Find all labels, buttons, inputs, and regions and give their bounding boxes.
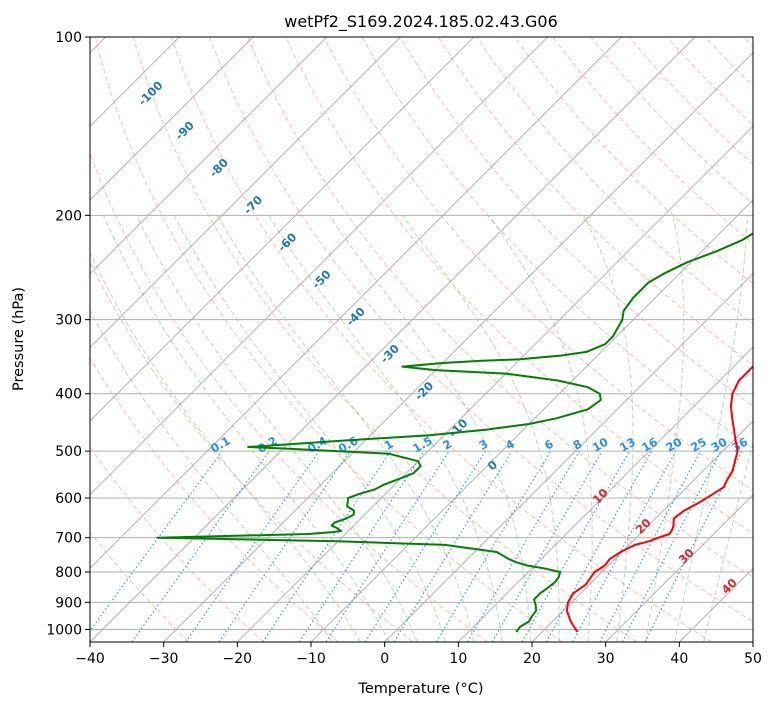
y-tick-label: 400	[55, 387, 82, 403]
isotherm-line	[531, 420, 753, 642]
y-tick-label: 1000	[46, 622, 82, 638]
isotherm-line	[90, 37, 475, 422]
mixing-ratio-line	[521, 450, 631, 642]
isotherm-line	[90, 37, 401, 349]
x-tick-label: −10	[296, 651, 326, 667]
mixing-ratio-line	[185, 450, 320, 642]
background-lines	[90, 37, 753, 642]
moist-adiabat-line	[102, 215, 390, 642]
dry-adiabat-line	[171, 37, 712, 642]
x-tick-label: −40	[75, 651, 105, 667]
moist-adiabat-line	[90, 251, 362, 642]
chart-title: wetPf2_S169.2024.185.02.43.G06	[284, 12, 558, 32]
dry-adiabat-line	[437, 37, 753, 366]
dry-adiabat-line	[361, 37, 753, 449]
dry-adiabat-line	[476, 37, 753, 325]
moist-adiabat-line	[401, 215, 560, 642]
dry-adiabat-line	[209, 37, 753, 623]
dry-adiabat-line	[90, 356, 339, 642]
axis-ticks: −40 −30 −20 −10 0 10 20 30 40 50 100 200 300 400 500 60…	[46, 30, 762, 667]
mixing-ratio-line	[545, 450, 653, 642]
mixing-ratio-line	[393, 450, 513, 642]
mixing-ratio-line	[644, 450, 743, 642]
mixing-ratio-line	[572, 450, 677, 642]
mixing-ratio-line	[298, 450, 425, 642]
isotherm-line	[90, 37, 549, 496]
y-tick-label: 900	[55, 595, 82, 611]
dry-adiabat-line	[552, 37, 753, 245]
x-tick-label: −20	[223, 651, 253, 667]
y-tick-label: 300	[55, 313, 82, 329]
isotherm-line	[90, 37, 328, 275]
y-tick-label: 600	[55, 491, 82, 507]
dewpoint-profile	[156, 232, 753, 633]
moist-adiabat-line	[582, 215, 634, 642]
temperature-profile	[565, 365, 753, 633]
moist-adiabat-line	[173, 215, 447, 642]
mixing-ratio-line	[218, 450, 351, 642]
mixing-ratio-label: 16	[639, 435, 660, 455]
x-tick-label: 10	[449, 651, 467, 667]
mixing-ratio-line	[131, 450, 270, 642]
mixing-ratio-label: 20	[663, 435, 684, 455]
moist-adiabat-line	[136, 215, 418, 642]
x-tick-label: 0	[380, 651, 389, 667]
isotherm-line	[90, 37, 696, 642]
dry-adiabat-line	[399, 37, 753, 407]
y-tick-label: 500	[55, 444, 82, 460]
y-tick-label: 100	[55, 30, 82, 46]
isotherm-line	[384, 272, 753, 642]
x-tick-label: 40	[670, 651, 688, 667]
isotherm-line	[457, 346, 753, 642]
moist-adiabat-line	[268, 215, 503, 642]
isotherm-line	[90, 37, 254, 201]
dry-adiabat-line	[90, 531, 190, 642]
sounding-profiles	[156, 232, 753, 633]
mixing-ratio-line	[262, 450, 392, 642]
x-tick-label: −30	[149, 651, 179, 667]
isotherm-line	[752, 641, 753, 642]
isotherm-line	[163, 51, 753, 642]
x-tick-label: 50	[744, 651, 762, 667]
moist-adiabat-line	[703, 441, 753, 642]
plot-background	[90, 37, 753, 642]
moist-adiabat-line	[674, 215, 748, 642]
moist-adiabat-line	[645, 215, 685, 642]
moist-adiabat-line	[488, 215, 593, 642]
dry-adiabat-line	[323, 37, 753, 491]
x-axis-title: Temperature (°C)	[357, 681, 483, 697]
y-tick-label: 700	[55, 531, 82, 547]
mixing-ratio-line	[90, 450, 223, 632]
plot-frame	[89, 36, 754, 643]
isotherm-line	[605, 493, 753, 642]
mixing-ratio-label: 30	[709, 435, 730, 455]
x-tick-label: 30	[597, 651, 615, 667]
x-tick-label: 20	[523, 651, 541, 667]
y-tick-label: 800	[55, 565, 82, 581]
mixing-ratio-label: 25	[688, 435, 709, 455]
dry-adiabat-line	[132, 37, 638, 642]
isotherm-line	[90, 37, 622, 570]
mixing-ratio-line	[325, 450, 450, 642]
y-axis-title: Pressure (hPa)	[11, 287, 27, 391]
mixing-ratio-label: 13	[617, 435, 638, 455]
dry-adiabat-line	[94, 37, 563, 642]
mixing-ratio-label: 10	[590, 435, 611, 455]
dry-adiabat-line	[285, 37, 753, 535]
dry-adiabat-line	[590, 37, 753, 205]
dry-adiabat-line	[247, 37, 753, 578]
y-tick-label: 200	[55, 208, 82, 224]
